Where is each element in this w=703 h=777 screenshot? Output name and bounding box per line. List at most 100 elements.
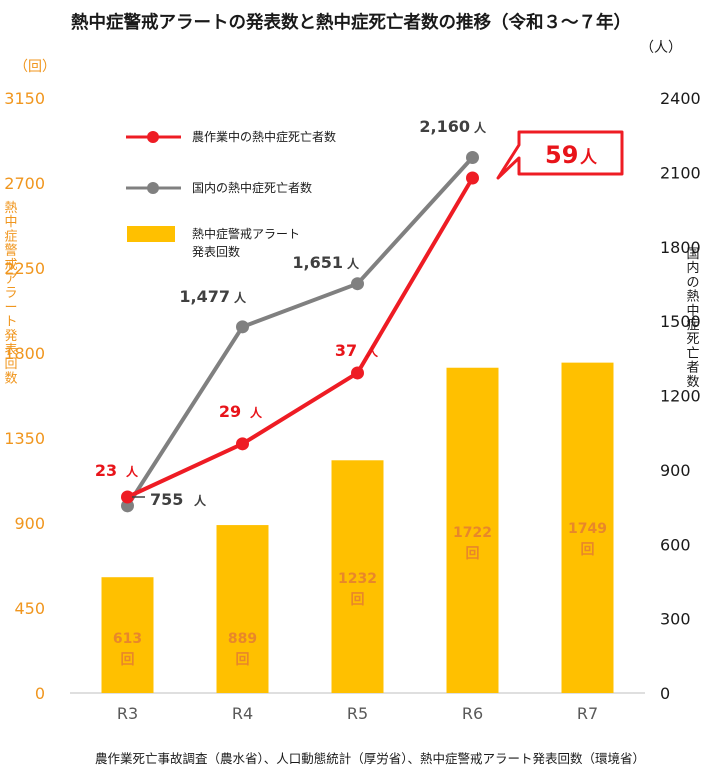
y-left-axis-label-char: ー bbox=[4, 300, 17, 315]
gray-series-point bbox=[466, 151, 479, 164]
bar bbox=[561, 362, 614, 693]
y-right-tick-label: 300 bbox=[660, 610, 691, 629]
y-right-axis-label-char: 熱 bbox=[686, 290, 699, 305]
y-right-axis-label-char: 症 bbox=[686, 318, 699, 333]
y-left-axis-label-char: 戒 bbox=[4, 258, 17, 273]
bar-unit-label: 回 bbox=[351, 592, 365, 608]
legend-bar-label-1: 熱中症警戒アラート bbox=[192, 226, 300, 241]
y-right-tick-label: 1500 bbox=[660, 312, 701, 331]
y-right-axis-label-char: 数 bbox=[686, 375, 699, 390]
y-left-axis-label-char: 熱 bbox=[4, 201, 17, 216]
y-left-axis-label-char: 回 bbox=[4, 357, 17, 372]
bar-value-label: 1749 bbox=[568, 521, 607, 537]
gray-series-value-label: 755 bbox=[150, 490, 183, 509]
y-left-axis-label-char: ト bbox=[4, 315, 17, 330]
callout-box bbox=[496, 130, 624, 180]
gray-series-line bbox=[125, 156, 474, 507]
gray-series-unit-label: 人 bbox=[474, 120, 487, 135]
bar-value-label: 1722 bbox=[453, 525, 492, 541]
gray-series-point bbox=[236, 320, 249, 334]
y-right-axis-label-char: 者 bbox=[686, 361, 699, 376]
red-series-point bbox=[236, 437, 249, 451]
bar bbox=[216, 525, 269, 693]
chart-title: 熱中症警戒アラートの発表数と熱中症死亡者数の推移（令和３～７年） bbox=[71, 12, 631, 33]
lines bbox=[121, 151, 479, 513]
bar bbox=[331, 460, 384, 693]
y-right-axis-label-char: 死 bbox=[686, 332, 699, 347]
y-right-tick-label: 1800 bbox=[660, 238, 701, 257]
y-left-tick-label: 0 bbox=[35, 684, 45, 703]
x-tick-label: R4 bbox=[232, 704, 253, 723]
red-series-point bbox=[351, 366, 364, 380]
y-left-tick-label: 2250 bbox=[4, 259, 45, 278]
y-left-axis-label-char: 中 bbox=[4, 215, 17, 230]
red-series-point bbox=[121, 490, 134, 504]
y-left-tick-label: 1350 bbox=[4, 429, 45, 448]
x-tick-label: R3 bbox=[117, 704, 138, 723]
red-series-unit-label: 人 bbox=[250, 405, 263, 420]
x-tick-label: R7 bbox=[577, 704, 598, 723]
y-left-tick-label: 2700 bbox=[4, 174, 45, 193]
bar bbox=[101, 577, 154, 693]
y-right-axis-label-char: の bbox=[686, 275, 699, 290]
bar-value-label: 1232 bbox=[338, 571, 377, 587]
y-right-axis-label-char: 中 bbox=[686, 304, 699, 319]
red-series-unit-label: 人 bbox=[126, 464, 139, 479]
callout-value: 59 bbox=[545, 141, 578, 169]
callout: 59 人 bbox=[496, 130, 624, 180]
y-right-tick-label: 0 bbox=[660, 684, 670, 703]
y-right-unit: （人） bbox=[640, 40, 682, 56]
y-left-axis-label-char: 数 bbox=[4, 371, 17, 386]
bar-value-label: 613 bbox=[113, 631, 142, 647]
x-tick-label: R5 bbox=[347, 704, 368, 723]
x-tick-label: R6 bbox=[462, 704, 483, 723]
y-right-tick-label: 900 bbox=[660, 461, 691, 480]
red-series-value-label: 29 bbox=[219, 402, 241, 421]
axes: 0 450 900 1350 1800 2250 2700 3150 0 300 600 900 120… bbox=[4, 40, 700, 723]
y-left-tick-label: 1800 bbox=[4, 344, 45, 363]
y-left-unit: （回） bbox=[14, 59, 56, 75]
gray-series-value-label: 1,477 bbox=[179, 287, 230, 306]
y-right-tick-label: 1200 bbox=[660, 387, 701, 406]
legend-gray-marker bbox=[147, 182, 159, 194]
y-right-axis-label-char: 国 bbox=[686, 247, 699, 262]
y-right-axis-label-char: 亡 bbox=[686, 346, 699, 361]
legend-bar-swatch bbox=[127, 226, 175, 242]
gray-series-point bbox=[351, 277, 364, 291]
bar bbox=[446, 367, 499, 693]
bar-unit-label: 回 bbox=[236, 652, 250, 668]
callout-unit: 人 bbox=[580, 148, 598, 168]
y-right-tick-label: 2400 bbox=[660, 89, 701, 108]
legend-red-label: 農作業中の熱中症死亡者数 bbox=[192, 129, 336, 144]
y-right-tick-label: 2100 bbox=[660, 163, 701, 182]
bar-value-label: 889 bbox=[228, 631, 257, 647]
gray-series-unit-label: 人 bbox=[347, 256, 360, 271]
legend-bar-label-2: 発表回数 bbox=[192, 244, 240, 259]
y-left-axis-label-char: 表 bbox=[4, 343, 17, 358]
gray-series-value-label: 1,651 bbox=[292, 253, 343, 272]
y-left-tick-label: 3150 bbox=[4, 89, 45, 108]
bar-unit-label: 回 bbox=[466, 546, 480, 562]
red-series-value-label: 23 bbox=[95, 461, 117, 480]
y-left-axis-label-char: ラ bbox=[4, 286, 17, 301]
y-left-tick-label: 450 bbox=[14, 599, 45, 618]
y-left-axis-label-char: 症 bbox=[4, 229, 17, 244]
y-right-tick-label: 600 bbox=[660, 535, 691, 554]
legend-red-marker bbox=[147, 131, 159, 143]
gray-series-unit-label: 人 bbox=[234, 290, 247, 305]
red-series-point bbox=[466, 171, 479, 185]
gray-series-unit-label: 人 bbox=[194, 493, 207, 508]
y-left-axis-label-char: 発 bbox=[4, 329, 17, 344]
source-note: 農作業死亡事故調査（農水省）、人口動態統計（厚労省）、熱中症警戒アラート発表回数… bbox=[95, 751, 645, 766]
y-left-tick-label: 900 bbox=[14, 514, 45, 533]
y-left-axis-label-char: 警 bbox=[4, 243, 17, 259]
red-series-unit-label: 人 bbox=[366, 344, 379, 359]
bar-unit-label: 回 bbox=[581, 542, 595, 558]
y-left-axis-label-char: ア bbox=[4, 272, 17, 287]
gray-series-value-label: 2,160 bbox=[419, 117, 470, 136]
red-series-value-label: 37 bbox=[335, 341, 357, 360]
y-right-axis-label-char: 内 bbox=[686, 260, 699, 276]
